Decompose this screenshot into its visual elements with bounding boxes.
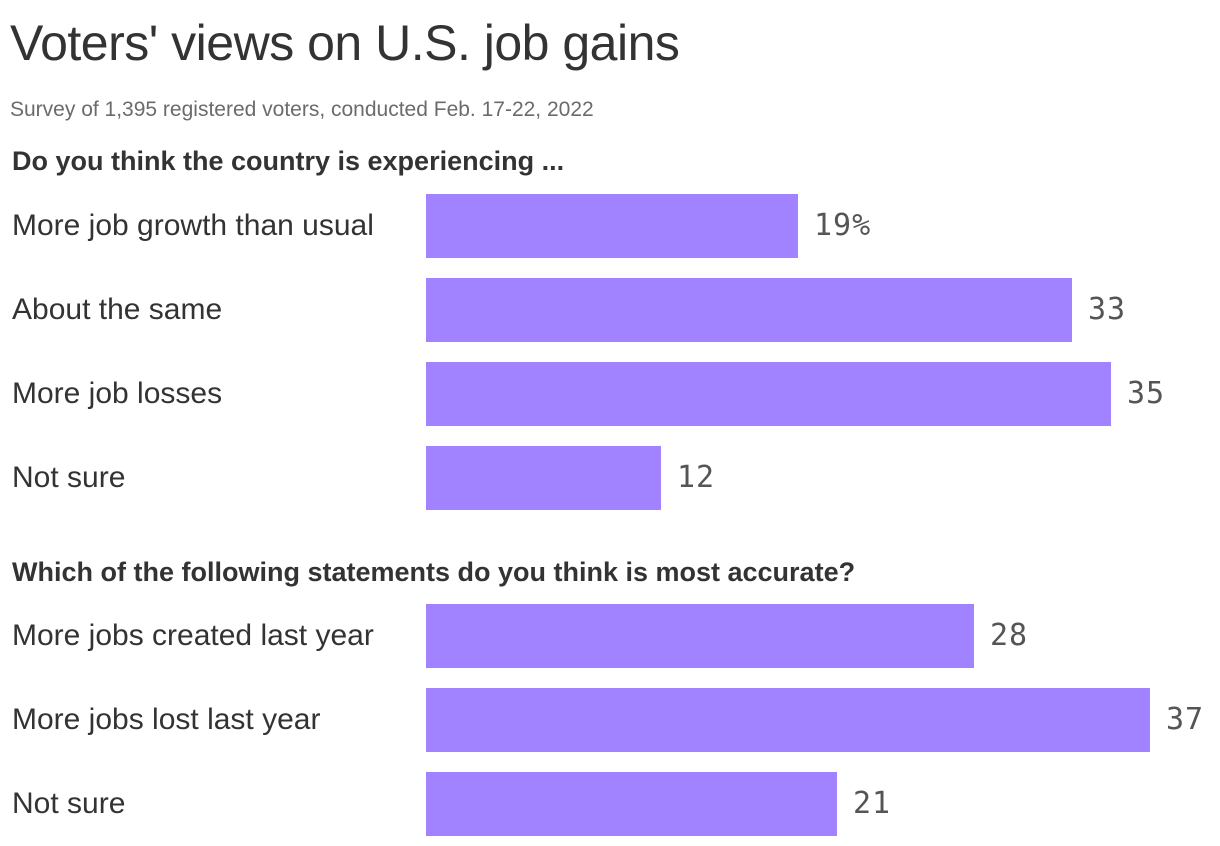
bar — [426, 194, 798, 258]
value-label: 35 — [1127, 376, 1166, 411]
category-label: More job growth than usual — [12, 209, 374, 242]
value-label: 33 — [1088, 292, 1127, 327]
category-label: Not sure — [12, 461, 126, 494]
category-label: About the same — [12, 293, 223, 326]
value-label: 37 — [1166, 702, 1205, 737]
value-label: 28 — [990, 618, 1029, 653]
bar — [426, 772, 837, 836]
category-label: Not sure — [12, 787, 126, 820]
chart-title: Voters' views on U.S. job gains — [10, 15, 680, 71]
value-label: 19% — [814, 208, 872, 243]
value-label: 21 — [853, 786, 892, 821]
bar — [426, 362, 1111, 426]
bar — [426, 604, 974, 668]
section-heading-2: Which of the following statements do you… — [12, 557, 856, 587]
category-label: More jobs lost last year — [12, 703, 321, 736]
bar — [426, 446, 661, 510]
bar — [426, 688, 1150, 752]
category-label: More job losses — [12, 377, 223, 410]
bar — [426, 278, 1072, 342]
section-heading-1: Do you think the country is experiencing… — [12, 146, 565, 176]
category-label: More jobs created last year — [12, 619, 374, 652]
chart-subtitle: Survey of 1,395 registered voters, condu… — [10, 98, 594, 121]
value-label: 12 — [677, 460, 716, 495]
